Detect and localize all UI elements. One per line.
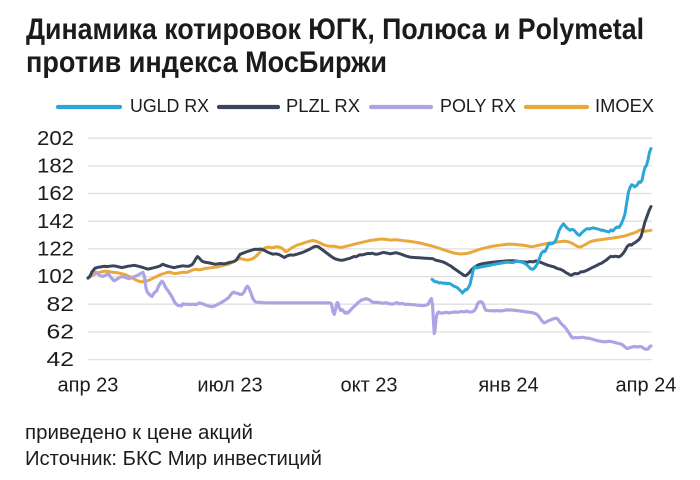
svg-text:апр 23: апр 23 xyxy=(58,375,119,397)
svg-text:142: 142 xyxy=(37,211,74,233)
svg-text:Источник: БКС Мир инвестиций: Источник: БКС Мир инвестиций xyxy=(25,448,322,470)
svg-text:182: 182 xyxy=(37,156,74,178)
svg-text:UGLD RX: UGLD RX xyxy=(130,96,209,116)
svg-text:POLY RX: POLY RX xyxy=(440,96,516,116)
svg-text:122: 122 xyxy=(37,239,74,261)
svg-text:янв 24: янв 24 xyxy=(478,375,538,397)
svg-text:PLZL RX: PLZL RX xyxy=(286,96,360,116)
svg-text:Динамика котировок ЮГК, Полюса: Динамика котировок ЮГК, Полюса и Polymet… xyxy=(26,13,644,46)
svg-text:IMOEX: IMOEX xyxy=(595,96,654,116)
svg-text:против индекса МосБиржи: против индекса МосБиржи xyxy=(26,46,387,79)
svg-text:июл 23: июл 23 xyxy=(197,375,262,397)
svg-text:42: 42 xyxy=(47,349,75,371)
svg-text:102: 102 xyxy=(37,266,74,288)
svg-text:62: 62 xyxy=(47,322,75,344)
svg-text:82: 82 xyxy=(47,294,75,316)
svg-text:202: 202 xyxy=(37,128,74,150)
svg-text:окт 23: окт 23 xyxy=(340,375,397,397)
svg-text:162: 162 xyxy=(37,183,74,205)
svg-text:приведено к цене акций: приведено к цене акций xyxy=(25,422,253,444)
svg-text:апр 24: апр 24 xyxy=(616,375,677,397)
